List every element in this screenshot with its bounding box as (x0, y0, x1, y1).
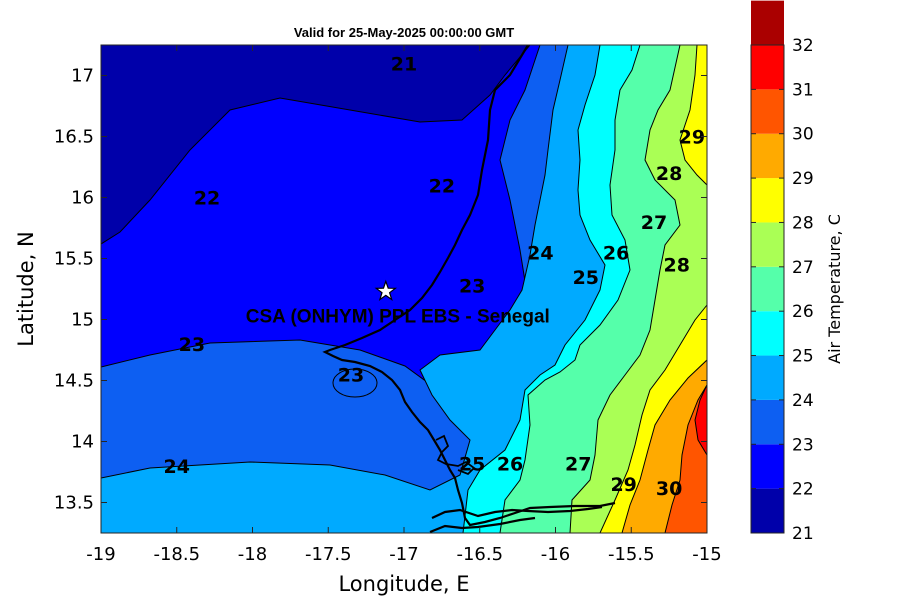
y-tick-label: 17 (71, 66, 94, 87)
site-label: CSA (ONHYM) PPL EBS - Senegal (246, 306, 550, 327)
colorbar-ticks: 21 22 23 24 25 26 27 28 29 30 31 32 (751, 36, 814, 544)
x-tick-label: -16.5 (456, 544, 503, 565)
band-23-24-island (332, 368, 378, 398)
x-tick-label: -18.5 (153, 544, 200, 565)
colorbar-tick-label: 30 (792, 125, 814, 145)
contour-label: 22 (429, 175, 455, 197)
x-axis-label: Longitude, E (338, 572, 469, 596)
colorbar-tick-label: 25 (792, 347, 814, 367)
colorbar-tick-label: 22 (792, 480, 814, 500)
contour-label: 25 (573, 267, 599, 289)
site-star-icon (374, 279, 398, 301)
y-tick-label: 15.5 (54, 249, 94, 270)
coastline-senegal (322, 45, 616, 527)
coastline-lower (429, 516, 536, 533)
contour-label: 28 (663, 255, 689, 277)
colorbar-segment (751, 311, 784, 356)
x-tick-label: -15.5 (608, 544, 655, 565)
colorbar-segment (751, 355, 784, 400)
colorbar-tick-label: 31 (792, 80, 814, 100)
x-tick-label: -19 (86, 544, 115, 565)
contour-label: 26 (497, 453, 523, 475)
temperature-field (101, 45, 707, 533)
chart-title: Valid for 25-May-2025 00:00:00 GMT (294, 25, 514, 40)
band-21-22 (101, 45, 531, 245)
colorbar-tick-label: 29 (792, 169, 814, 189)
coastline-saloum (435, 434, 476, 476)
colorbar-frame (750, 44, 785, 534)
colorbar-segment (751, 222, 784, 267)
colorbar-tick-label: 23 (792, 435, 814, 455)
contour-label: 27 (641, 212, 667, 234)
x-tick-label: -18 (238, 544, 267, 565)
site-marker: CSA (ONHYM) PPL EBS - Senegal (246, 279, 550, 327)
contour-label: 25 (459, 453, 485, 475)
colorbar-segment (751, 399, 784, 445)
x-axis: -19 -18.5 -18 -17.5 -17 -16.5 -16 -15.5 -15 (86, 45, 722, 565)
contour-label: 28 (656, 163, 682, 185)
colorbar-tick-label: 28 (792, 213, 814, 233)
y-tick-label: 16.5 (54, 127, 94, 148)
coastline-gambia-river (431, 505, 603, 519)
colorbar-tick-label: 26 (792, 302, 814, 322)
y-axis: 13.5 14 14.5 15 15.5 16 16.5 17 (54, 66, 707, 514)
colorbar-segment (751, 444, 784, 489)
contour-label: 24 (164, 456, 190, 478)
y-tick-label: 13.5 (54, 493, 94, 514)
contour-label: 27 (565, 453, 591, 475)
y-tick-label: 14 (71, 432, 94, 453)
y-tick-label: 14.5 (54, 371, 94, 392)
x-tick-label: -17.5 (305, 544, 352, 565)
x-tick-label: -17 (389, 544, 418, 565)
colorbar-tick-label: 21 (792, 524, 814, 544)
x-tick-label: -16 (541, 544, 570, 565)
contour-label: 26 (603, 242, 629, 264)
contour-label: 23 (459, 275, 485, 297)
colorbar (751, 0, 784, 533)
coastline (322, 45, 616, 533)
colorbar-segment (751, 133, 784, 179)
contour-label: 29 (610, 474, 636, 496)
colorbar-segment (751, 45, 784, 90)
contour-label: 24 (527, 242, 553, 264)
colorbar-segment (751, 488, 784, 533)
colorbar-segment (751, 178, 784, 223)
y-axis-label: Latitude, N (14, 231, 38, 347)
contour-label: 23 (338, 364, 364, 386)
x-tick-label: -15 (692, 544, 721, 565)
colorbar-segment (751, 0, 784, 45)
colorbar-tick-label: 32 (792, 36, 814, 56)
colorbar-tick-label: 24 (792, 391, 814, 411)
band-31-32 (694, 384, 707, 456)
colorbar-label: Air Temperature, C (825, 214, 844, 364)
contour-label: 30 (656, 478, 682, 500)
contour-label: 22 (194, 188, 220, 210)
y-tick-label: 15 (71, 310, 94, 331)
contour-label: 21 (391, 53, 417, 75)
colorbar-segment (751, 89, 784, 134)
colorbar-tick-label: 27 (792, 258, 814, 278)
y-tick-label: 16 (71, 188, 94, 209)
contour-label: 23 (179, 334, 205, 356)
contour-label: 29 (679, 127, 705, 149)
colorbar-segment (751, 266, 784, 312)
